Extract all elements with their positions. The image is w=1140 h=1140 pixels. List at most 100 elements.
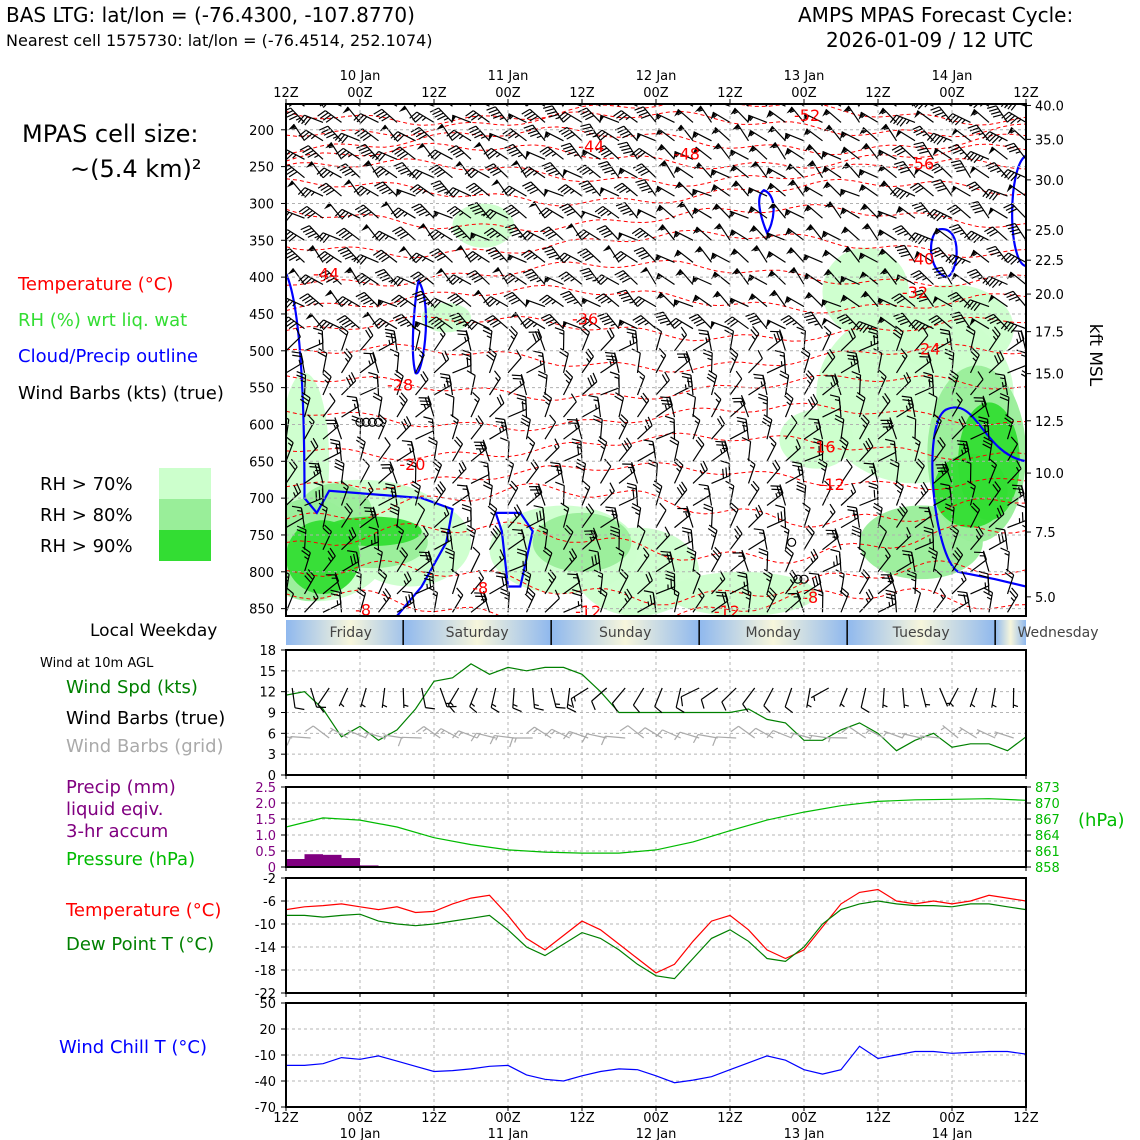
y-tick-label: 15: [259, 665, 276, 680]
barb-pennant: [932, 296, 939, 305]
barb-full-flag: [466, 370, 476, 376]
barb-full-flag: [345, 348, 353, 357]
barb-half-flag: [554, 445, 558, 450]
barb-half-flag: [845, 95, 849, 99]
barb-half-flag: [881, 111, 887, 115]
wind-barb: [368, 526, 380, 550]
barb-shaft: [844, 226, 860, 241]
barb-full-flag: [475, 448, 486, 450]
wind-barb: [335, 227, 361, 241]
barb-half-flag: [935, 420, 941, 425]
barb-full-flag: [505, 223, 515, 229]
barb-half-flag: [666, 558, 672, 560]
wind-barb: [635, 179, 657, 197]
wind-barb: [520, 166, 546, 179]
barb-full-flag: [779, 370, 789, 376]
wind-barb: [951, 416, 967, 440]
wind-barb: [877, 547, 891, 573]
barb-shaft: [772, 202, 786, 219]
barb-full-flag: [357, 130, 366, 137]
barb-full-flag: [763, 572, 772, 579]
barb-full-flag: [529, 188, 539, 195]
wind-barb: [374, 181, 398, 197]
barb-half-flag: [614, 376, 620, 380]
barb-full-flag: [841, 318, 851, 324]
barb-full-flag: [359, 189, 368, 197]
wind-barb: [597, 436, 608, 462]
barb-full-flag: [600, 277, 609, 286]
barb-full-flag: [412, 254, 420, 262]
barb-shaft: [415, 430, 434, 440]
barb-full-flag: [970, 153, 978, 162]
wind-barb: [766, 436, 777, 462]
barb-full-flag: [597, 276, 605, 284]
barb-half-flag: [861, 187, 867, 191]
barb-half-flag: [715, 206, 720, 210]
barb-full-flag: [401, 440, 412, 443]
barb-full-flag: [482, 329, 492, 335]
wind-barb: [522, 268, 546, 285]
wind-barb: [559, 203, 583, 219]
wind-barb: [711, 203, 731, 219]
top-hour-label: 12Z: [1013, 86, 1039, 101]
barb-full-flag: [373, 533, 376, 544]
wind-barb: [286, 551, 287, 572]
barb-full-flag: [610, 529, 620, 534]
wind-barb: [557, 184, 583, 197]
wind-barb: [729, 370, 743, 396]
barb-full-flag: [612, 251, 622, 258]
wind-barb: [851, 525, 862, 550]
top-date-label: 11 Jan: [488, 69, 529, 84]
barb-full-flag: [382, 590, 389, 600]
barb-full-flag: [1001, 532, 1005, 542]
barb-full-flag: [617, 141, 628, 146]
barb-pennant: [858, 271, 866, 280]
barb-half-flag: [435, 212, 439, 217]
wind-barb: [524, 587, 536, 613]
barb-full-flag: [900, 169, 910, 174]
barb-half-flag: [800, 331, 806, 335]
barb-shaft: [637, 450, 656, 462]
barb-shaft: [674, 299, 694, 308]
barb-half-flag: [310, 135, 316, 140]
barb-full-flag: [322, 373, 331, 381]
barb-full-flag: [757, 349, 763, 359]
barb-full-flag: [750, 483, 758, 492]
barb-half-flag: [805, 188, 810, 193]
barb-full-flag: [982, 443, 992, 449]
barb-full-flag: [859, 323, 867, 332]
barb-half-flag: [972, 357, 977, 362]
barb-full-flag: [318, 489, 321, 500]
barb-shaft: [754, 161, 768, 179]
wind-barb: [872, 502, 883, 528]
wind-barb: [766, 459, 781, 484]
calm-circle: [361, 417, 371, 427]
wind-barb: [914, 351, 932, 374]
barb-full-flag: [653, 325, 662, 333]
barb-half-flag: [973, 112, 978, 116]
wind-barb: [286, 107, 305, 123]
barb-shaft: [365, 731, 385, 739]
barb-half-flag: [695, 229, 701, 234]
barb-half-flag: [573, 153, 579, 157]
barb-shaft: [840, 275, 860, 286]
temperature-contour: [286, 178, 1026, 207]
barb-shaft: [286, 336, 301, 352]
wind-barb: [316, 319, 342, 331]
barb-full-flag: [489, 299, 498, 307]
barb-full-flag: [719, 415, 726, 425]
barb-full-flag: [933, 414, 942, 422]
wind-barb: [935, 464, 953, 484]
barb-shaft: [291, 687, 296, 708]
barb-full-flag: [344, 234, 353, 241]
barb-full-flag: [581, 320, 591, 328]
station-title: BAS LTG: lat/lon = (-76.4300, -107.8770): [6, 3, 415, 27]
barb-full-flag: [988, 191, 996, 200]
wind-barb: [967, 124, 990, 142]
wind-barb: [747, 326, 760, 352]
barb-full-flag: [288, 322, 298, 330]
barb-full-flag: [631, 147, 640, 155]
barb-half-flag: [738, 555, 744, 557]
barb-half-flag: [775, 492, 778, 498]
wind-barb: [502, 272, 527, 285]
